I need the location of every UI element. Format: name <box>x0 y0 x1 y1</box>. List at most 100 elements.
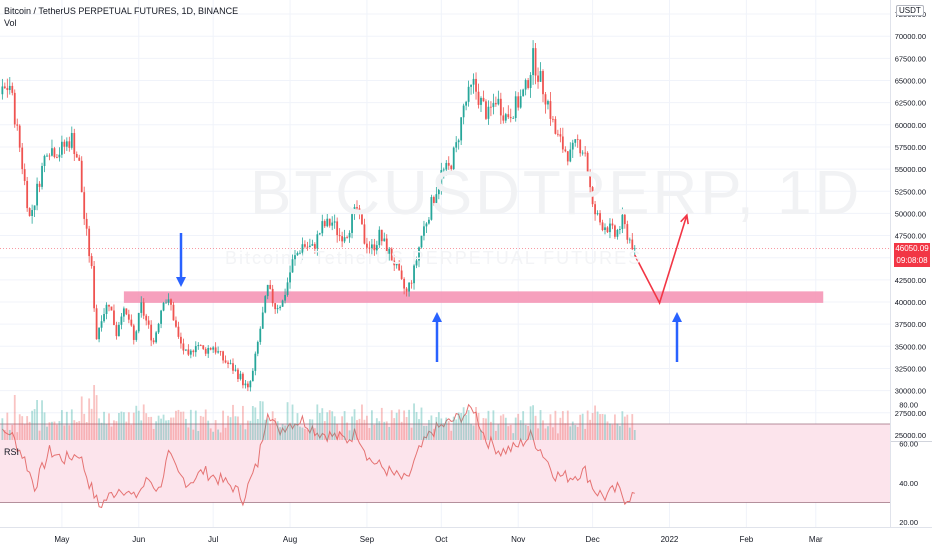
volume-bar <box>21 416 24 440</box>
volume-bar <box>393 418 396 440</box>
volume-bar <box>428 419 430 440</box>
candle-body <box>105 304 108 314</box>
volume-bar <box>408 409 410 440</box>
volume-bar <box>328 410 331 440</box>
volume-bar <box>224 427 227 440</box>
rsi-tick-label: 40.00 <box>899 479 918 488</box>
volume-bar <box>271 411 274 440</box>
candle-body <box>43 155 46 166</box>
candle-body <box>177 326 180 337</box>
candle-body <box>125 308 128 315</box>
volume-bar <box>475 406 477 440</box>
volume-bar <box>507 426 510 440</box>
volume-bar <box>299 426 301 440</box>
candle-body <box>480 97 482 105</box>
candle-body <box>333 221 336 223</box>
candle-body <box>127 314 130 320</box>
volume-bar <box>120 411 123 440</box>
candle-body <box>609 223 611 233</box>
candle-body <box>276 308 279 310</box>
volume-bar <box>3 430 6 440</box>
volume-bar <box>370 410 373 440</box>
volume-bar <box>286 402 289 440</box>
volume-label[interactable]: Vol <box>4 18 17 28</box>
y-tick-label: 50000.00 <box>895 209 926 218</box>
candle-body <box>388 248 391 254</box>
volume-bar <box>155 421 158 440</box>
volume-bar <box>579 414 582 440</box>
candle-body <box>579 139 582 154</box>
candle-body <box>554 119 557 134</box>
candle-body <box>477 91 480 105</box>
symbol-title[interactable]: Bitcoin / TetherUS PERPETUAL FUTURES, 1D… <box>4 6 239 16</box>
volume-bar <box>465 414 468 440</box>
candle-body <box>601 222 604 231</box>
candle-body <box>68 141 71 148</box>
volume-bar <box>537 428 539 440</box>
volume-bar <box>58 421 61 440</box>
volume-bar <box>180 411 182 440</box>
volume-bar <box>222 410 224 440</box>
volume-bar <box>415 411 418 440</box>
volume-bar <box>410 427 413 440</box>
candle-body <box>564 149 567 152</box>
candle-body <box>415 260 418 266</box>
rsi-label[interactable]: RSI <box>4 447 20 457</box>
volume-bar <box>308 419 311 440</box>
volume-bar <box>152 428 155 440</box>
volume-bar <box>482 418 485 440</box>
volume-bar <box>318 413 321 440</box>
volume-bar <box>80 396 83 440</box>
candle-body <box>261 312 264 329</box>
volume-bar <box>63 425 66 440</box>
candle-body <box>437 186 440 195</box>
volume-bar <box>467 410 470 440</box>
volume-bar <box>113 420 115 440</box>
volume-bar <box>142 404 145 440</box>
volume-bar <box>65 411 68 440</box>
candle-body <box>385 238 388 254</box>
candle-body <box>313 244 316 249</box>
volume-bar <box>46 426 48 440</box>
currency-badge[interactable]: USDT <box>896 5 924 16</box>
volume-bar <box>204 409 207 440</box>
candle-body <box>472 78 475 85</box>
candle-body <box>308 245 311 247</box>
volume-bar <box>130 424 133 440</box>
candle-body <box>576 139 579 141</box>
candle-body <box>455 142 458 148</box>
candle-body <box>403 278 406 289</box>
candle-body <box>244 383 247 386</box>
volume-bar <box>184 418 187 440</box>
candle-body <box>204 348 207 354</box>
down-arrow-head <box>176 277 186 287</box>
candle-body <box>363 224 366 244</box>
candle-body <box>11 85 14 93</box>
y-tick-label: 32500.00 <box>895 364 926 373</box>
volume-bar <box>95 395 98 440</box>
rsi-tick-label: 60.00 <box>899 440 918 449</box>
x-tick-label: Aug <box>283 535 297 544</box>
rsi-band-fill <box>0 424 890 503</box>
volume-bar <box>182 411 185 440</box>
candle-body <box>135 331 138 340</box>
candle-body <box>199 345 202 346</box>
candle-body <box>291 259 294 273</box>
volume-bar <box>616 423 619 440</box>
volume-bar <box>487 410 490 440</box>
volume-bar <box>75 421 78 440</box>
candle-body <box>517 96 520 108</box>
y-tick-label: 40000.00 <box>895 298 926 307</box>
volume-bar <box>296 413 299 440</box>
volume-bar <box>269 423 272 440</box>
candle-body <box>475 78 477 92</box>
candle-body <box>323 221 326 227</box>
candle-body <box>373 244 376 251</box>
volume-bar <box>348 430 351 440</box>
candle-body <box>393 260 396 266</box>
volume-bar <box>559 417 562 440</box>
volume-bar <box>170 417 172 440</box>
candle-body <box>38 183 41 187</box>
volume-bar <box>147 417 150 440</box>
